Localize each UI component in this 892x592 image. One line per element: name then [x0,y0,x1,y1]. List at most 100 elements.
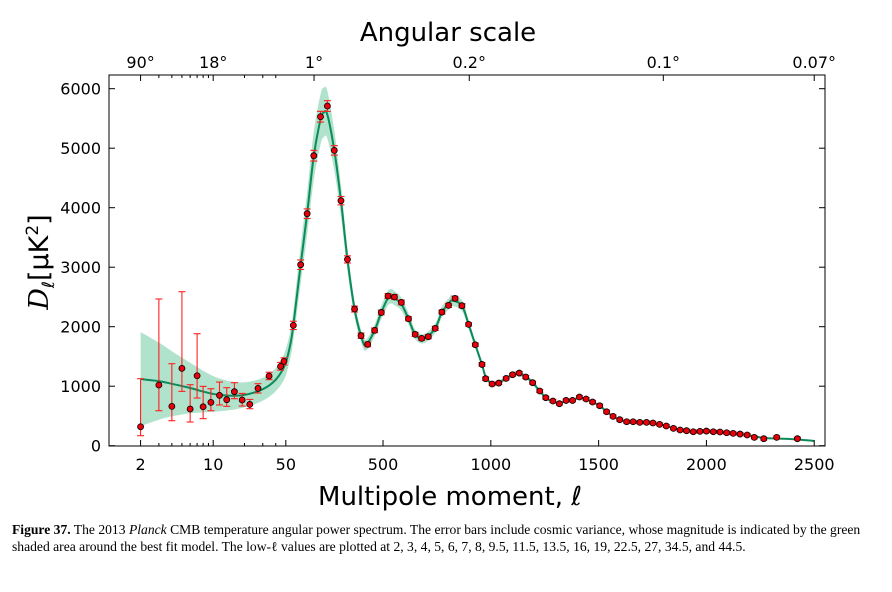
data-point [569,397,576,404]
y-tick-label: 0 [91,437,101,456]
data-point [629,418,637,426]
data-point [303,210,311,218]
caption-italic: Planck [128,522,167,537]
data-point [736,430,744,438]
data-point [193,372,201,380]
caption-text-1: The 2013 [70,522,129,537]
y-tick-labels: 0 1000 2000 3000 4000 5000 6000 [60,80,101,456]
data-point [199,403,207,411]
data-point [616,416,624,424]
data-point [502,375,510,382]
data-point [451,294,459,302]
data-point [317,113,324,121]
data-point [371,326,379,334]
caption-text-2: CMB temperature angular power spectrum. … [12,522,861,554]
data-point [670,424,677,432]
plot-frame [108,74,826,447]
y-tick-label: 2000 [60,318,101,337]
y-tick-label: 3000 [60,258,101,277]
data-point [323,102,331,110]
data-point [337,197,345,205]
data-point [515,369,523,377]
data-point [488,380,496,388]
data-point [357,332,365,340]
data-point [549,397,557,405]
top-axis-tick-labels: 90° 18° 1° 0.2° 0.1° 0.07° [126,53,836,72]
data-point [246,401,254,408]
data-points [137,102,801,443]
x-tick-label: 2 [135,455,145,474]
data-point [662,422,670,430]
data-point [716,428,724,436]
y-tick-label: 6000 [60,80,101,99]
data-point [391,293,398,301]
data-point [280,357,288,365]
data-point [418,334,426,342]
figure-caption: Figure 37. The 2013 Planck CMB temperatu… [12,521,884,555]
x-tick-label: 10 [203,455,223,474]
x-tick-label: 50 [276,455,296,474]
data-point [377,309,385,316]
top-tick-label: 0.1° [647,53,680,72]
y-tick-label: 1000 [60,377,101,396]
top-tick-label: 18° [199,53,227,72]
x-tick-label: 1500 [578,455,619,474]
data-point [178,364,186,372]
cmb-power-spectrum-chart: 2 10 50 500 1000 1500 2000 2500 0 1000 2000 3000 40… [23,18,836,512]
data-point [709,428,717,436]
data-point [643,418,650,426]
data-point [397,298,405,306]
data-point [277,362,284,370]
data-point [231,388,238,396]
data-point [522,373,530,381]
data-point [723,429,731,437]
data-point [649,419,657,427]
data-point [596,402,604,410]
data-point [265,372,273,380]
data-point [223,396,231,404]
data-point [696,427,704,435]
data-point [683,427,690,435]
y-label-symbol: D [24,288,55,311]
data-point [609,412,617,420]
axis-ticks [109,75,825,447]
data-point [562,397,570,404]
data-point [168,402,176,410]
data-point [603,408,610,416]
data-point [743,431,751,439]
data-point [542,394,550,402]
data-point [773,433,781,441]
data-point [431,324,439,332]
data-point [465,320,473,328]
x-tick-label: 1000 [470,455,511,474]
top-axis-title: Angular scale [360,18,536,48]
data-point [495,379,503,387]
top-tick-label: 0.07° [792,53,836,72]
caption-label: Figure 37. [12,522,71,537]
data-point [330,147,338,154]
data-point [351,305,358,313]
data-point [238,396,246,404]
data-point [582,395,590,403]
y-label-superscript: 2 [23,225,43,236]
data-point [536,387,544,395]
data-point [555,400,563,408]
data-point [509,371,516,379]
data-point [137,423,144,431]
y-label-subscript: ℓ [39,281,59,289]
y-tick-label: 5000 [60,139,101,158]
data-point [364,340,372,348]
data-point [297,261,305,269]
x-tick-label: 2500 [794,455,835,474]
x-tick-labels: 2 10 50 500 1000 1500 2000 2500 [135,455,834,474]
x-tick-label: 2000 [686,455,727,474]
y-label-close: ] [24,214,55,225]
data-point [207,398,215,406]
data-point [703,427,710,435]
data-point [344,256,351,263]
cosmic-variance-band [140,86,815,442]
data-point [729,429,737,437]
data-point [289,321,297,329]
data-point [458,302,466,310]
y-axis-label: Dℓ[μK2] [23,214,59,310]
